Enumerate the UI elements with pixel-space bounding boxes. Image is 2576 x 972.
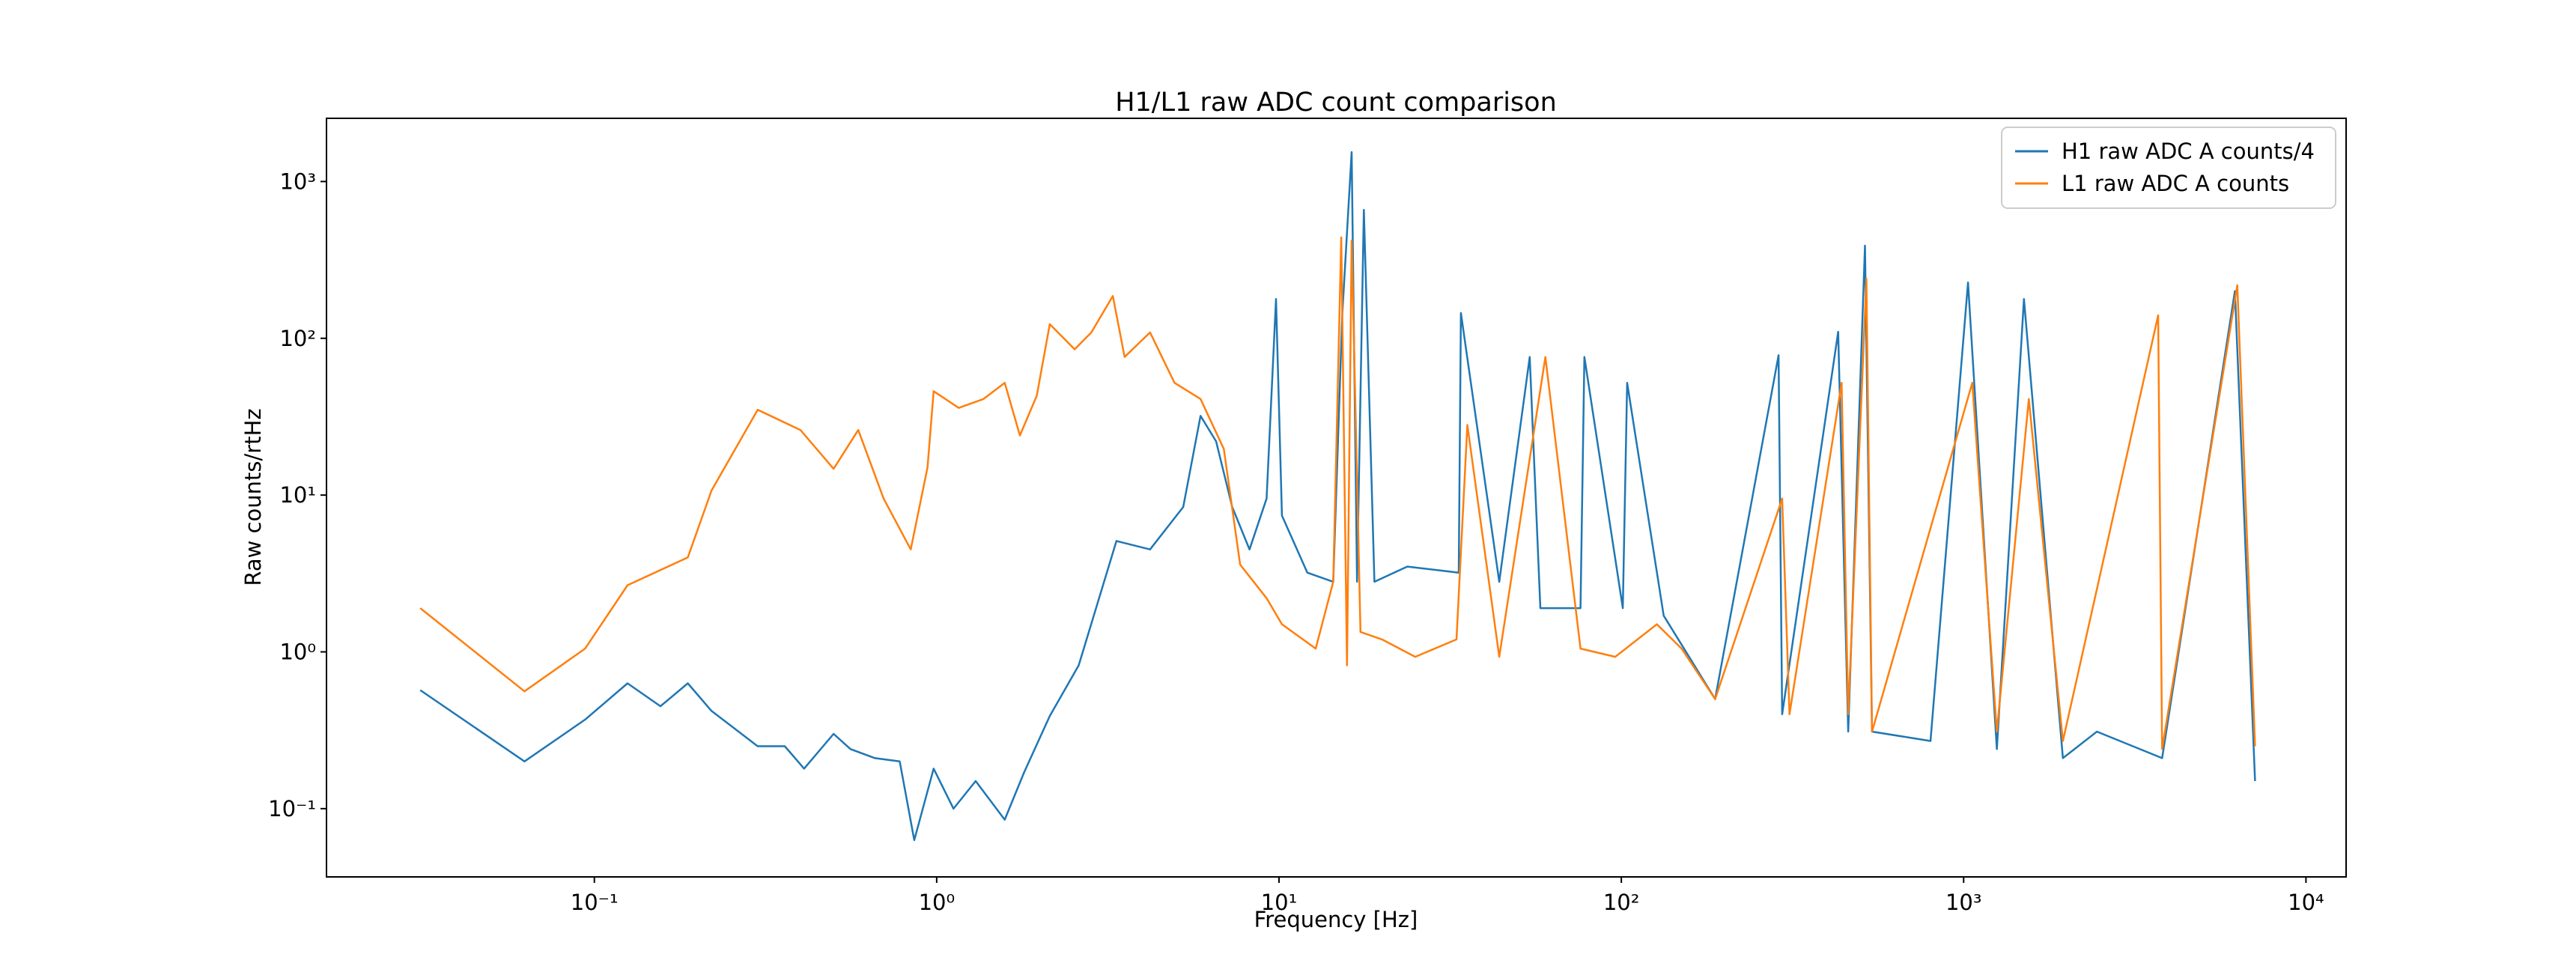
y-tick-label: 10⁻¹ — [268, 796, 316, 821]
x-tick-label: 10¹ — [1261, 890, 1298, 915]
x-tick-label: 10⁰ — [919, 890, 956, 915]
y-tick-label: 10¹ — [279, 482, 316, 508]
y-tick-label: 10⁰ — [279, 639, 316, 664]
legend-box — [2001, 127, 2336, 209]
x-tick-label: 10⁻¹ — [571, 890, 619, 915]
x-tick-label: 10³ — [1945, 890, 1982, 915]
x-axis-label: Frequency [Hz] — [1254, 907, 1418, 932]
series-line — [419, 236, 2256, 750]
legend-label: L1 raw ADC A counts — [2062, 171, 2289, 196]
y-axis-label: Raw counts/rtHz — [240, 408, 266, 586]
y-tick-label: 10³ — [279, 168, 316, 194]
legend-label: H1 raw ADC A counts/4 — [2062, 139, 2315, 164]
x-tick-label: 10² — [1603, 890, 1640, 915]
chart-title: H1/L1 raw ADC count comparison — [1115, 88, 1557, 118]
x-tick-label: 10⁴ — [2288, 890, 2324, 915]
y-tick-label: 10² — [279, 326, 316, 351]
plot-frame — [326, 118, 2347, 878]
